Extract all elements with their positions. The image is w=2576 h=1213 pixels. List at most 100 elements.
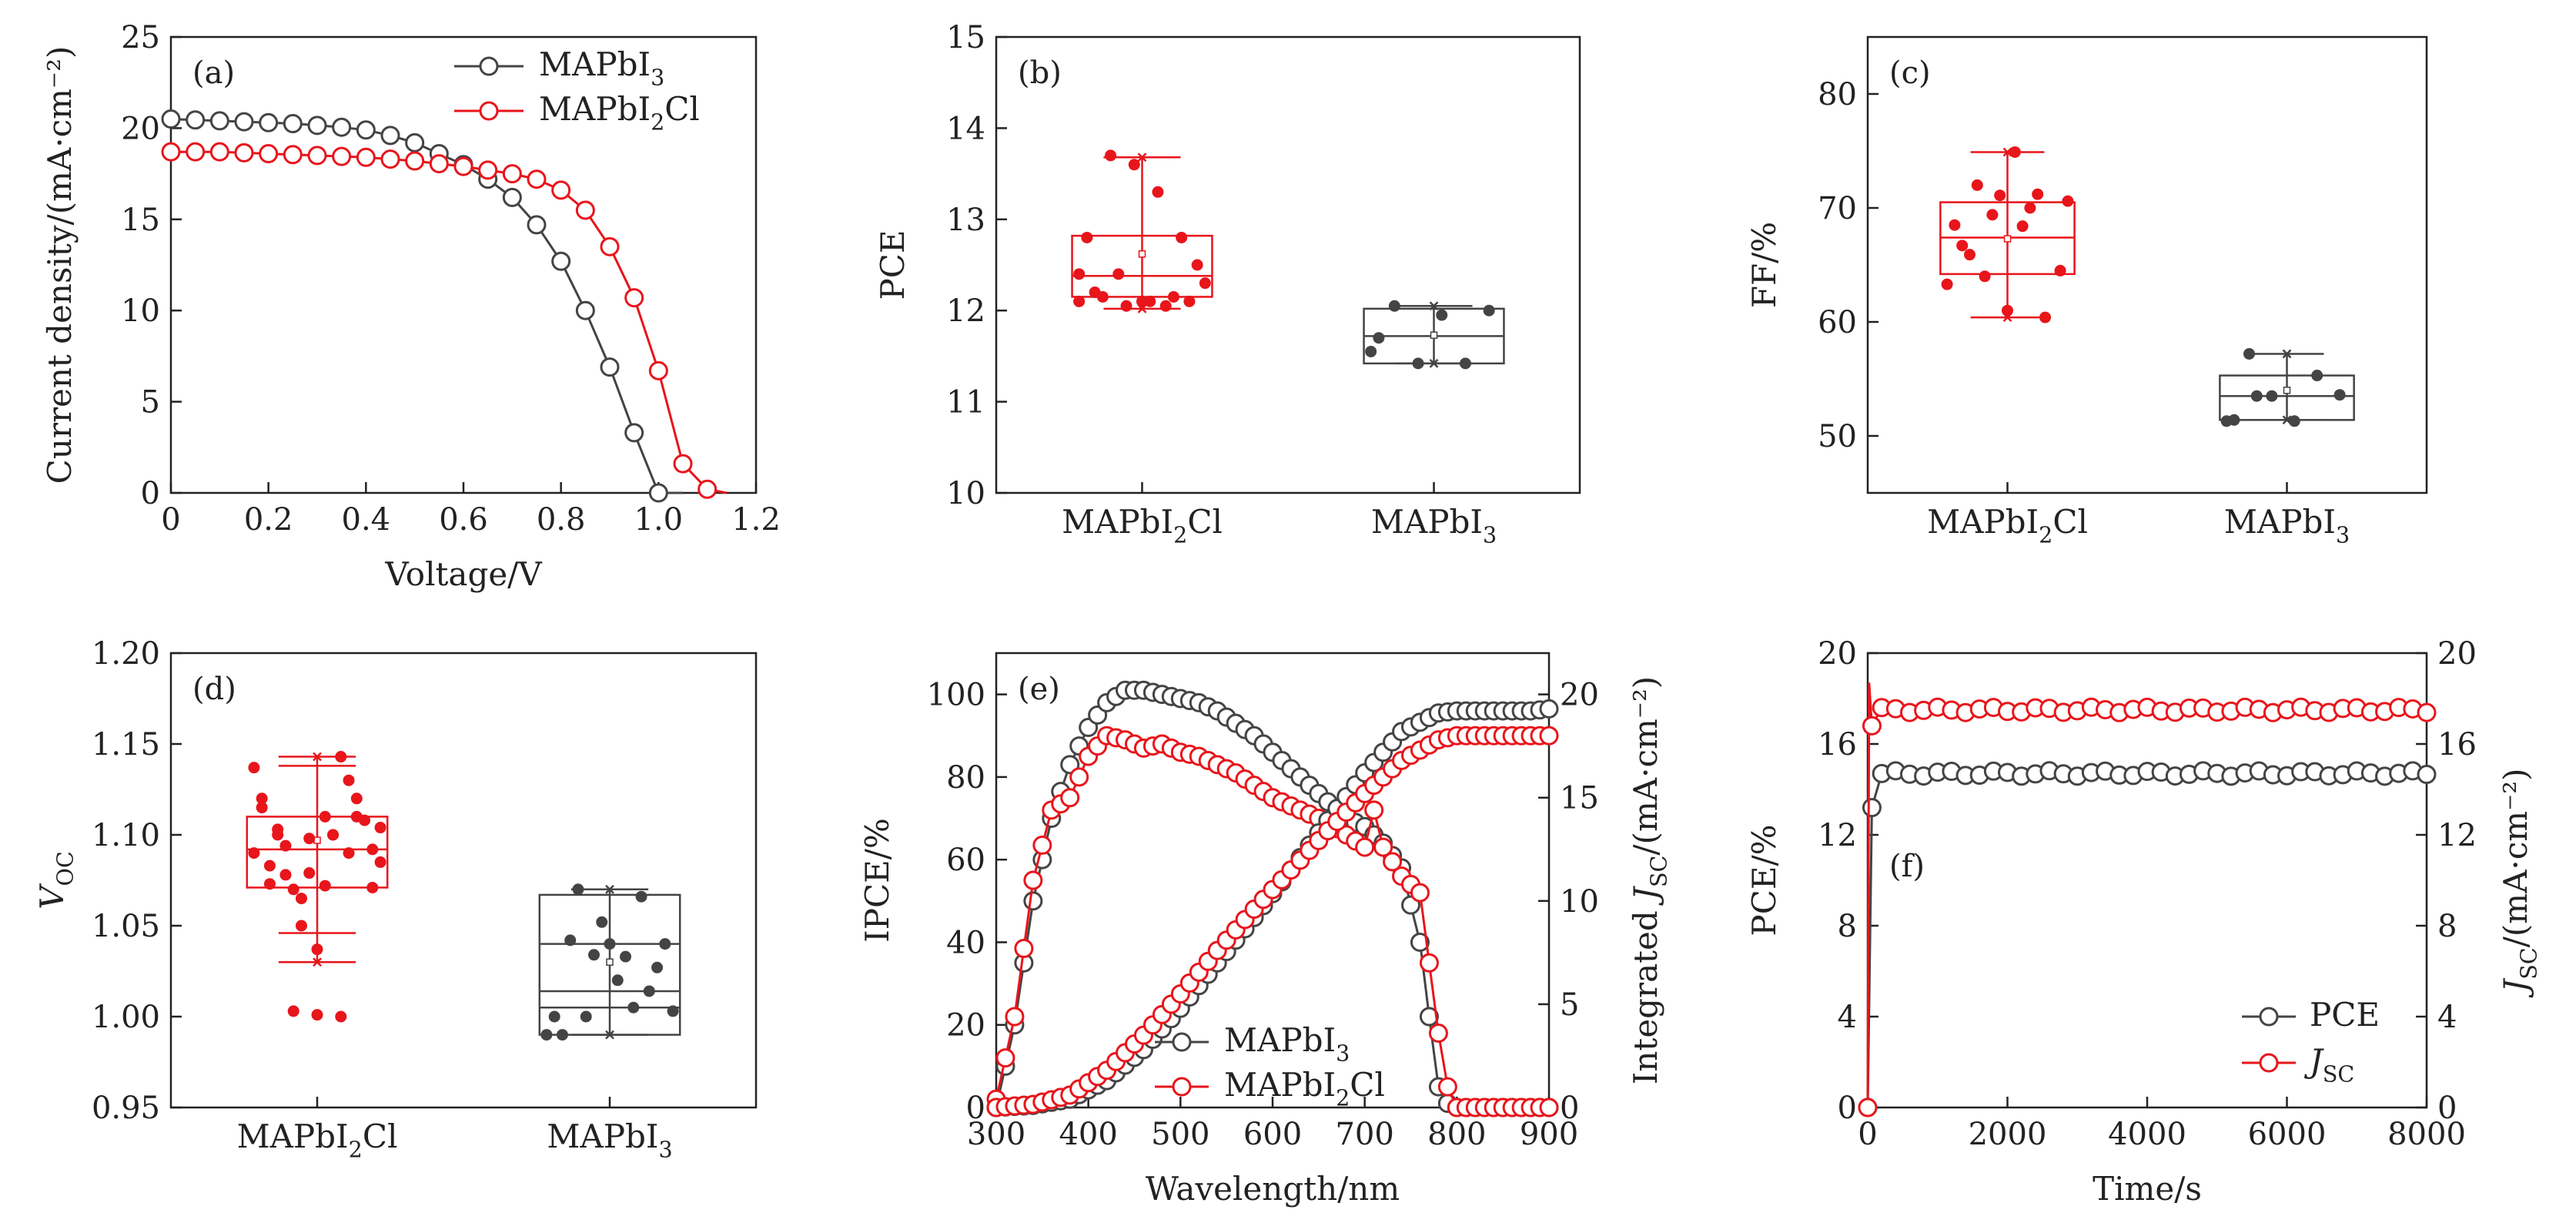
data-point-MAPbI3 [502, 187, 522, 207]
panel-f-ylabel: PCE/% [1745, 824, 1783, 936]
data-point-MAPbI2Cl [2002, 304, 2013, 317]
data-point-MAPbI2Cl [551, 180, 571, 200]
panel-a-ylabel: Current density/(mA·cm⁻²) [41, 46, 79, 484]
data-point-MAPbI3 [659, 938, 671, 950]
panel-d: 0.95 1.00 1.05 1.10 1.15 1.20 VOC (d) MAPbI2Cl MA… [33, 636, 758, 1163]
data-point-MAPbI2Cl IPCE [1383, 852, 1403, 872]
data-point-MAPbI2Cl [453, 156, 473, 176]
panel-f-yr-tick-label: 20 [2437, 636, 2477, 672]
data-point-MAPbI2Cl [366, 881, 379, 893]
data-point-MAPbI2Cl [186, 142, 206, 162]
panel-b-y-tick-label: 10 [946, 476, 985, 511]
data-point-MAPbI3 [527, 215, 547, 235]
data-point-JSC [1862, 715, 1882, 736]
group-label-MAPbI2Cl: MAPbI2Cl [1927, 503, 2088, 548]
data-point-MAPbI2Cl [380, 149, 400, 169]
data-point-MAPbI2Cl [350, 810, 363, 823]
data-point-MAPbI3 [2333, 389, 2346, 401]
data-point-MAPbI2Cl [319, 810, 331, 823]
panel-a-x-tick-label: 0.6 [439, 502, 488, 538]
data-point-MAPbI2Cl [575, 200, 595, 220]
data-point-MAPbI2Cl [279, 869, 292, 881]
data-point-MAPbI3 [648, 483, 668, 503]
panel-d-label: (d) [192, 672, 236, 707]
extreme-marker-MAPbI3 [2282, 349, 2292, 359]
plot-frame [1866, 652, 2428, 1109]
data-point-MAPbI2Cl [374, 822, 386, 834]
panel-c: 50 60 70 80 FF/% (c) MAPbI2Cl MAPbI3 [1745, 35, 2428, 548]
data-point-PCE [1862, 798, 1882, 818]
legend-marker [2259, 1007, 2279, 1027]
data-point-MAPbI2Cl [429, 154, 449, 174]
panel-f-ylabel-right: JSC/(mA·cm⁻²) [2497, 768, 2542, 998]
data-point-MAPbI2Cl [343, 774, 355, 786]
data-point-MAPbI2Cl [303, 833, 316, 845]
panel-a-x-tick-label: 0 [161, 502, 180, 538]
panel-a-y-tick-label: 10 [121, 293, 160, 329]
data-point-MAPbI2Cl [2039, 311, 2052, 323]
panel-b-y-tick-label: 11 [946, 385, 985, 421]
panel-c-label: (c) [1889, 55, 1931, 91]
data-point-MAPbI2Cl [248, 847, 260, 859]
data-point-MAPbI2Cl [1152, 186, 1164, 198]
data-point-MAPbI3 [1459, 357, 1471, 370]
data-point-PCE [2417, 764, 2437, 784]
panel-e-y-tick-label: 20 [946, 1008, 985, 1044]
data-point-MAPbI2Cl [287, 883, 299, 896]
data-point-MAPbI3 [604, 938, 616, 950]
data-point-MAPbI3 [259, 112, 279, 132]
data-point-MAPbI2Cl [303, 867, 316, 880]
data-point-MAPbI2Cl [272, 829, 284, 841]
panel-d-y-tick-label: 1.20 [92, 636, 160, 672]
panel-c-y-tick-label: 80 [1818, 77, 1857, 112]
data-point-MAPbI2Cl [1167, 290, 1179, 303]
legend-marker [2259, 1053, 2279, 1073]
data-point-MAPbI2Cl [1971, 179, 1983, 191]
panel-a-x-tick-label: 1.0 [634, 502, 684, 538]
data-point-MAPbI2Cl [374, 856, 386, 868]
data-point-JSC [1858, 1097, 1878, 1118]
group-label-MAPbI3: MAPbI3 [547, 1118, 672, 1163]
panel-c-y-tick-label: 60 [1818, 305, 1857, 340]
data-point-MAPbI2Cl [1979, 270, 1991, 283]
data-point-MAPbI2Cl [1136, 295, 1148, 307]
panel-f-yr-tick-label: 4 [2437, 1000, 2457, 1035]
panel-f-x-tick-label: 6000 [2248, 1117, 2327, 1152]
mean-MAPbI2Cl [1138, 250, 1146, 258]
extreme-marker-MAPbI3 [605, 884, 614, 894]
panel-a-x-tick-label: 0.4 [342, 502, 391, 538]
data-point-MAPbI2Cl [350, 792, 363, 805]
data-point-MAPbI2Cl [335, 1010, 347, 1023]
data-point-MAPbI2Cl [1128, 159, 1140, 171]
data-point-MAPbI2Cl [502, 164, 522, 184]
data-point-MAPbI3 [1412, 357, 1424, 370]
extreme-marker-MAPbI3 [1429, 301, 1439, 311]
data-point-MAPbI3 [651, 961, 664, 973]
data-point-MAPbI3 [209, 111, 229, 131]
panel-f-label: (f) [1889, 849, 1925, 884]
series-line-PCE [1866, 769, 2427, 1108]
data-point-MAPbI2Cl [1191, 259, 1203, 271]
panel-b-y-tick-label: 13 [946, 203, 985, 238]
legend-marker [479, 56, 499, 76]
data-point-MAPbI3 [1436, 309, 1448, 321]
data-point-MAPbI2Cl IPCE [1005, 1007, 1025, 1027]
panel-f-y-tick-label: 4 [1838, 1000, 1857, 1035]
group-label-MAPbI3: MAPbI3 [2224, 503, 2350, 548]
data-point-MAPbI3 [575, 300, 595, 320]
legend-label: MAPbI2Cl [1224, 1066, 1385, 1111]
data-point-MAPbI3 [1373, 332, 1385, 344]
data-point-MAPbI2Cl [478, 160, 498, 180]
data-point-MAPbI2Cl IPCE [1355, 837, 1375, 857]
data-point-MAPbI3 [161, 109, 181, 129]
panel-e-label: (e) [1018, 672, 1060, 707]
panel-e-x-tick-label: 700 [1335, 1117, 1393, 1152]
data-point-MAPbI2Cl IPCE [1364, 800, 1384, 820]
plot-frame [1866, 35, 2428, 494]
data-point-MAPbI2Cl [1994, 189, 2006, 202]
series-line-JSC [1866, 682, 2427, 1108]
panel-c-y-tick-label: 70 [1818, 191, 1857, 226]
mean-MAPbI3 [2283, 387, 2291, 394]
panel-e-yr-tick-label: 5 [1560, 987, 1579, 1023]
panel-d-y-tick-label: 0.95 [92, 1091, 160, 1126]
